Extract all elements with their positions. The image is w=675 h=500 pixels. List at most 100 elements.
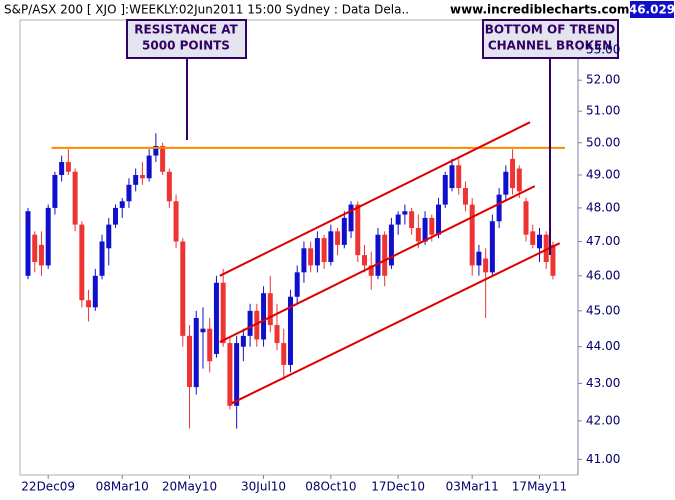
candle-body bbox=[112, 207, 118, 225]
y-tick-label: 50.00 bbox=[586, 135, 620, 149]
candle-body bbox=[200, 328, 206, 333]
y-tick-label: 47.00 bbox=[586, 234, 620, 248]
candle-body bbox=[362, 255, 367, 266]
candle-body bbox=[92, 275, 98, 308]
x-tick-label: 08Oct10 bbox=[305, 480, 356, 494]
candle-body bbox=[462, 188, 468, 205]
candle-body bbox=[523, 201, 529, 235]
annotation-text: CHANNEL BROKEN bbox=[488, 39, 612, 53]
candle-body bbox=[415, 227, 421, 242]
y-tick-label: 45.00 bbox=[586, 303, 620, 317]
y-tick-label: 46.00 bbox=[586, 268, 620, 282]
candle-body bbox=[119, 201, 125, 208]
candle-body bbox=[543, 234, 549, 262]
candle-body bbox=[516, 168, 522, 192]
candle-body bbox=[510, 158, 516, 189]
y-tick-label: 41.00 bbox=[586, 452, 620, 466]
y-tick-label: 53.00 bbox=[586, 42, 620, 56]
candle-body bbox=[267, 293, 273, 326]
candle-body bbox=[308, 248, 314, 266]
candle-body bbox=[469, 204, 475, 266]
x-tick-label: 03Mar11 bbox=[446, 480, 499, 494]
candle-body bbox=[180, 241, 186, 336]
y-tick-label: 44.00 bbox=[586, 339, 620, 353]
candle-body bbox=[220, 282, 226, 344]
candle-body bbox=[160, 145, 166, 172]
x-tick-label: 22Dec09 bbox=[21, 480, 75, 494]
candle-body bbox=[355, 204, 361, 256]
candle-body bbox=[79, 224, 85, 301]
trend-line bbox=[231, 242, 561, 405]
last-value-box bbox=[630, 1, 674, 18]
annotation-text: 5000 POINTS bbox=[142, 39, 230, 53]
candle-body bbox=[368, 265, 374, 276]
candle-body bbox=[45, 207, 51, 266]
x-tick-label: 30Jul10 bbox=[241, 480, 286, 494]
candle-body bbox=[382, 234, 388, 276]
candle-body bbox=[193, 317, 199, 388]
y-tick-label: 49.00 bbox=[586, 168, 620, 182]
x-tick-label: 17May11 bbox=[512, 480, 567, 494]
candle-body bbox=[348, 204, 354, 232]
chart-title: S&P/ASX 200 [ XJO ]:WEEKLY:02Jun2011 15:… bbox=[4, 3, 409, 17]
candle-body bbox=[153, 145, 159, 156]
candle-body bbox=[402, 211, 408, 215]
candle-body bbox=[52, 175, 58, 208]
candle-body bbox=[476, 251, 482, 266]
annotation-text: RESISTANCE AT bbox=[134, 23, 238, 37]
candle-body bbox=[287, 296, 293, 365]
candle-body bbox=[422, 217, 428, 242]
candle-body bbox=[429, 217, 435, 235]
candle-body bbox=[314, 238, 320, 266]
candle-body bbox=[72, 171, 78, 225]
candle-body bbox=[395, 214, 401, 225]
candle-body bbox=[449, 165, 455, 189]
candle-body bbox=[166, 171, 172, 202]
candle-body bbox=[388, 224, 394, 266]
candle-body bbox=[65, 162, 71, 172]
candle-body bbox=[301, 248, 307, 273]
candle-body bbox=[536, 234, 542, 249]
candle-body bbox=[240, 335, 246, 347]
candle-body bbox=[456, 165, 462, 189]
candle-body bbox=[321, 238, 327, 262]
candle-body bbox=[32, 234, 38, 262]
candle-body bbox=[483, 258, 489, 273]
x-tick-label: 20May10 bbox=[162, 480, 217, 494]
candle-body bbox=[409, 211, 415, 228]
candle-body bbox=[550, 244, 556, 276]
source: www.incrediblecharts.com bbox=[450, 3, 629, 17]
candle-body bbox=[207, 328, 213, 362]
candle-body bbox=[106, 224, 112, 249]
candle-body bbox=[139, 175, 145, 179]
annotation-text: BOTTOM OF TREND bbox=[485, 23, 616, 37]
plot bbox=[25, 121, 566, 429]
y-tick-label: 42.00 bbox=[586, 413, 620, 427]
candle-body bbox=[213, 282, 219, 354]
candle-body bbox=[294, 272, 300, 297]
candle-body bbox=[328, 231, 334, 262]
candle-body bbox=[227, 343, 233, 406]
candle-body bbox=[261, 293, 267, 340]
candle-body bbox=[247, 310, 253, 336]
candle-body bbox=[86, 300, 92, 308]
y-tick-label: 48.00 bbox=[586, 200, 620, 214]
candle-body bbox=[59, 162, 65, 176]
candle-body bbox=[281, 343, 287, 365]
candle-body bbox=[442, 175, 448, 205]
y-tick-label: 51.00 bbox=[586, 104, 620, 118]
candle-body bbox=[173, 201, 179, 242]
plot-frame bbox=[19, 19, 579, 476]
candle-body bbox=[503, 171, 509, 195]
candle-body bbox=[146, 155, 152, 179]
candle-body bbox=[375, 234, 381, 276]
candle-body bbox=[234, 343, 240, 406]
candle-body bbox=[496, 194, 502, 222]
trend-line bbox=[219, 185, 536, 343]
x-tick-label: 08Mar10 bbox=[96, 480, 149, 494]
annotation-box bbox=[482, 19, 619, 59]
candle-body bbox=[436, 204, 442, 235]
x-tick-label: 17Dec10 bbox=[371, 480, 425, 494]
